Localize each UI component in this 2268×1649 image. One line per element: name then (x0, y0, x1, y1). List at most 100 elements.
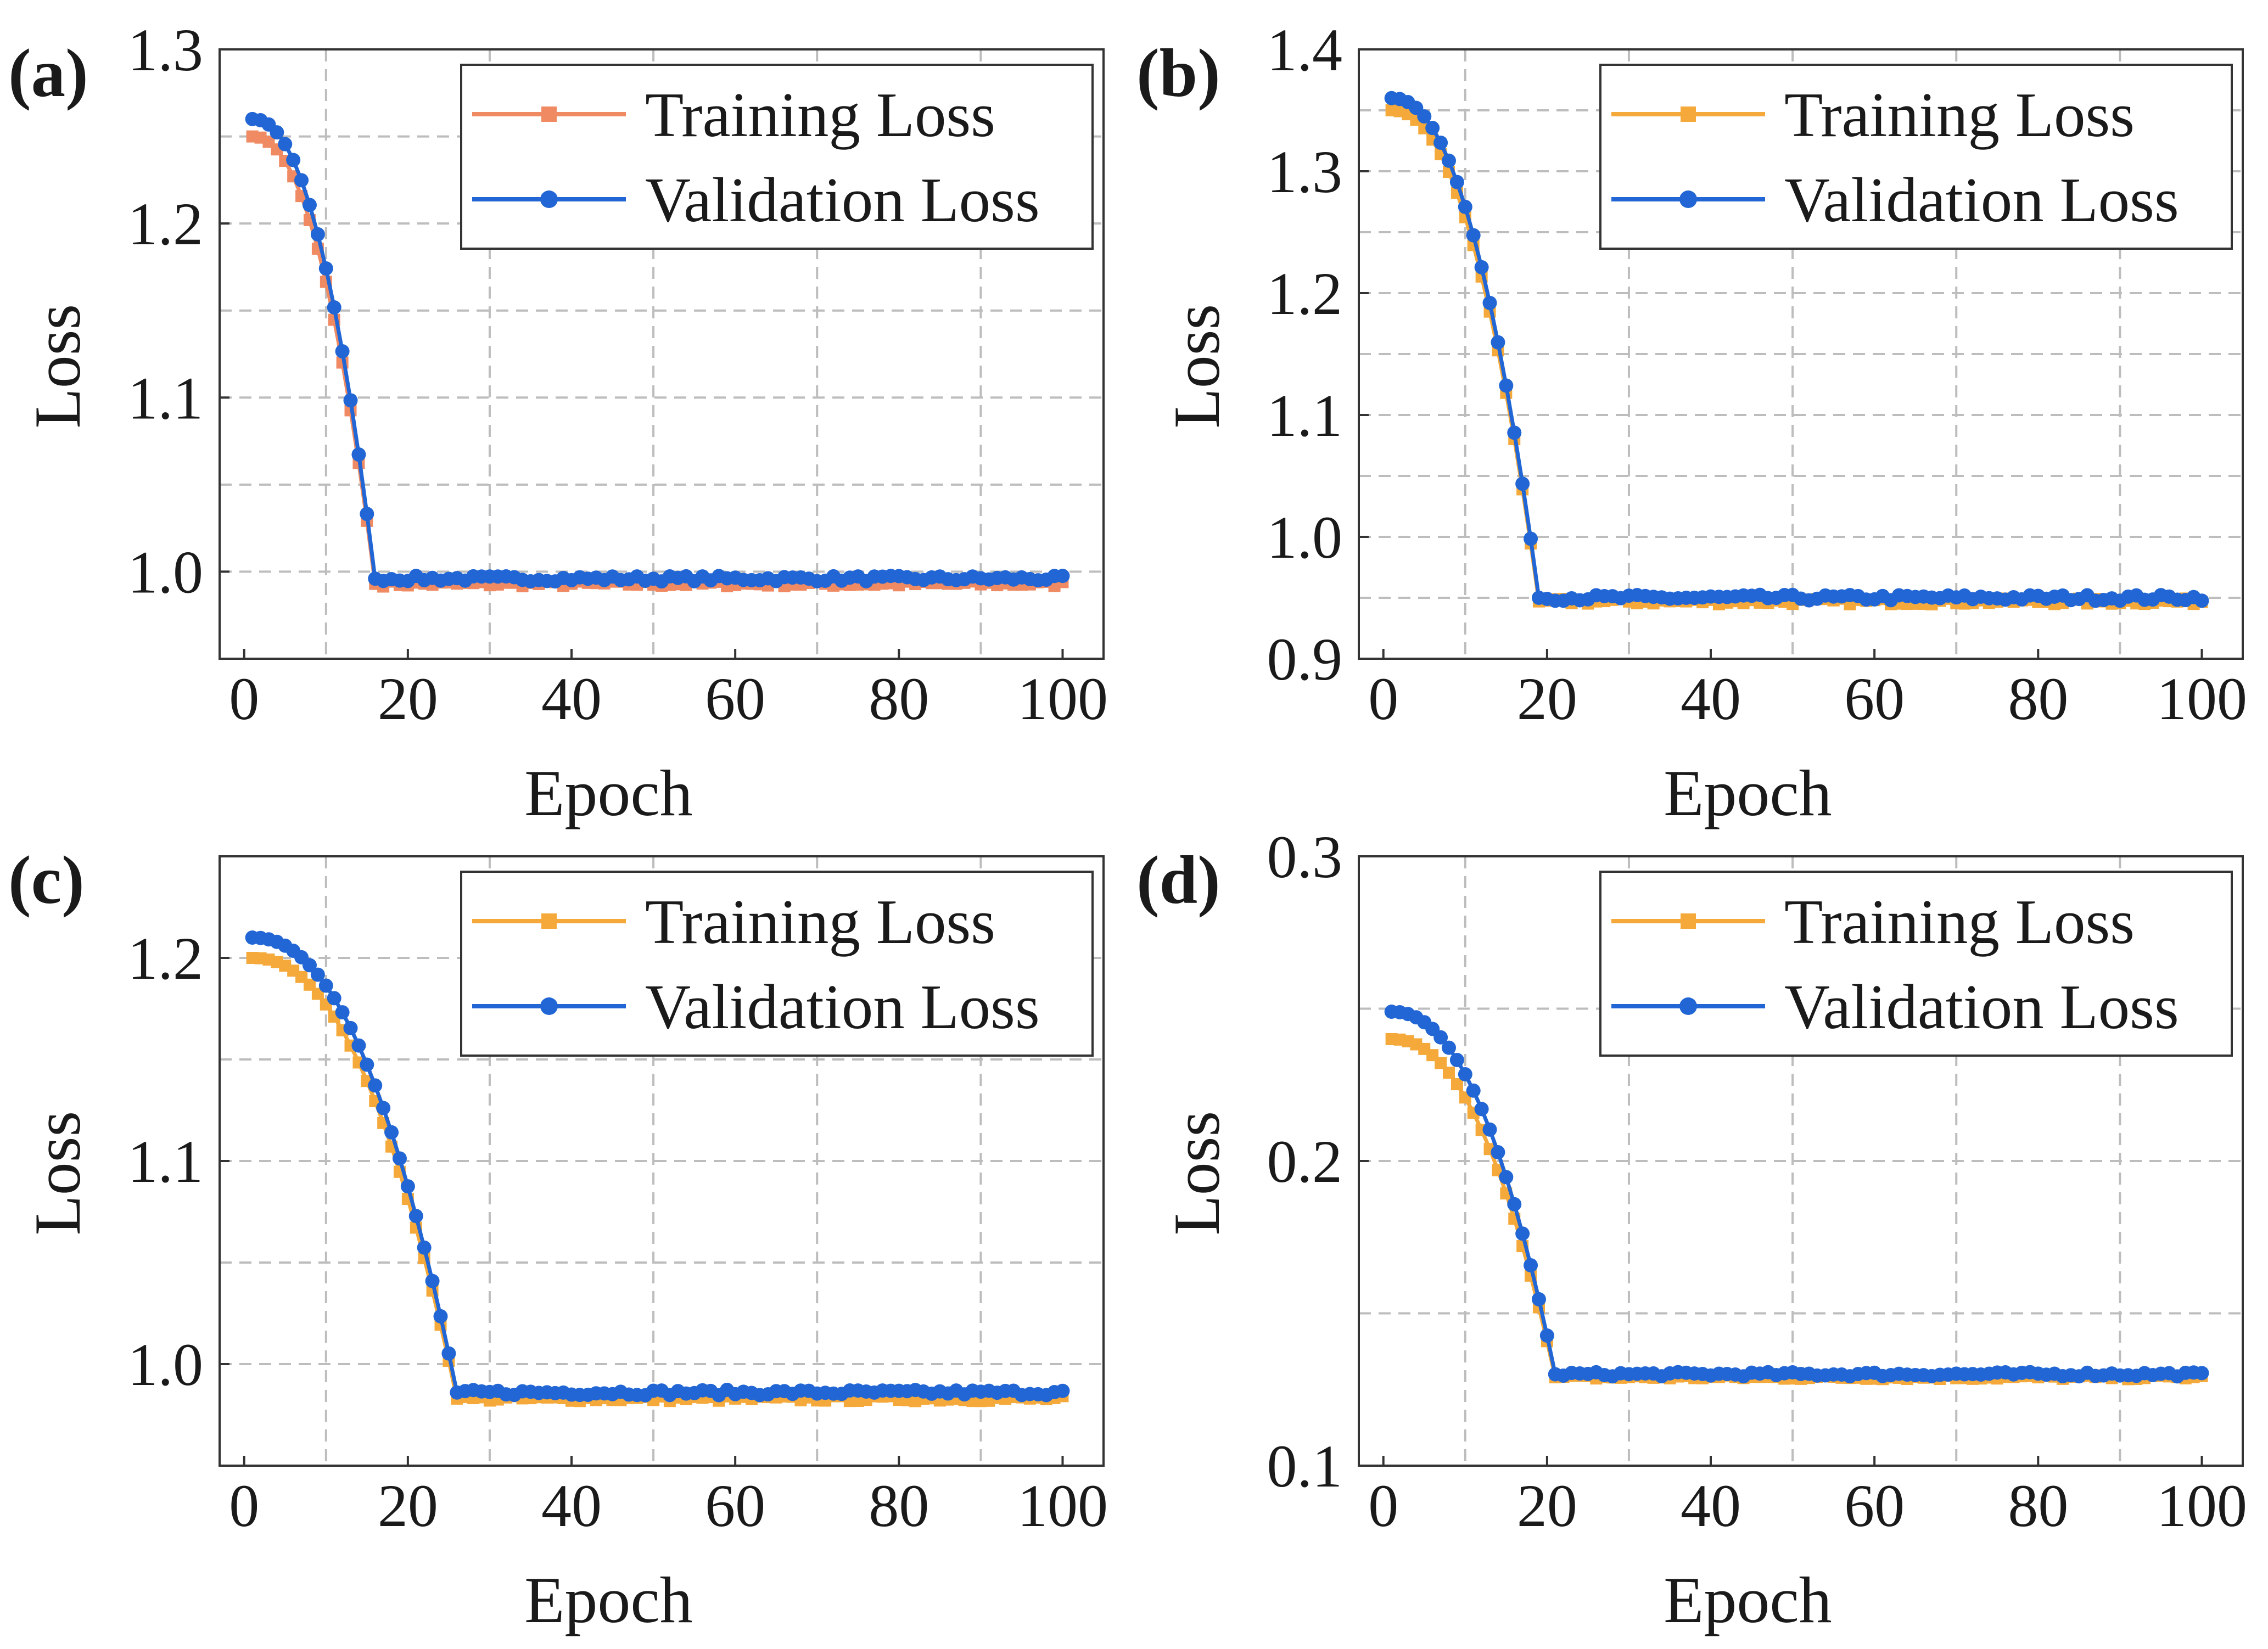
data-point-marker (1524, 1258, 1538, 1272)
x-tick-label: 20 (1517, 665, 1577, 732)
panel-label: (c) (8, 843, 85, 918)
legend-marker (1679, 190, 1697, 208)
legend: Training Loss Validation Loss (1599, 871, 2233, 1057)
x-tick-label: 20 (378, 1472, 438, 1539)
series-validation-loss (245, 111, 1070, 589)
data-point-marker (327, 991, 341, 1006)
x-tick-label: 60 (1844, 1472, 1905, 1539)
data-point-marker (1524, 531, 1538, 546)
chart-panel-b: 0 20 40 60 80 100 0.9 1.0 1.1 1.2 1.3 1.4 Epoch Loss (… (1136, 16, 2247, 829)
data-point-marker (1442, 1067, 1455, 1079)
y-tick-label: 1.4 (1267, 16, 1343, 83)
data-point-marker (1531, 1292, 1546, 1306)
data-point-marker (343, 393, 358, 408)
data-point-marker (1466, 228, 1481, 243)
data-point-marker (1539, 1328, 1554, 1343)
x-tick-label: 100 (1017, 1472, 1108, 1539)
data-point-marker (1055, 1383, 1070, 1398)
legend-marker (541, 106, 557, 122)
x-tick-label: 20 (378, 665, 438, 732)
legend-label: Training Loss (645, 887, 995, 957)
data-point-marker (1433, 1030, 1448, 1045)
y-tick-label: 1.3 (1267, 138, 1343, 205)
x-tick-label: 40 (541, 665, 602, 732)
y-tick-label: 1.1 (128, 364, 204, 431)
data-point-marker (351, 447, 366, 462)
legend-label: Validation Loss (645, 165, 1040, 235)
y-tick-label: 1.0 (128, 539, 204, 605)
y-tick-label: 1.2 (128, 190, 204, 257)
data-point-marker (1449, 175, 1464, 189)
data-point-marker (335, 344, 350, 359)
x-tick-label: 60 (705, 665, 765, 732)
data-point-marker (433, 1309, 448, 1323)
data-point-marker (1499, 1170, 1514, 1185)
legend-box (1599, 64, 2233, 250)
data-point-marker (1491, 1145, 1505, 1160)
legend-label: Training Loss (645, 80, 995, 150)
data-point-marker (1425, 121, 1440, 136)
legend-marker (1679, 997, 1697, 1015)
y-tick-label: 0.3 (1267, 823, 1343, 890)
series-validation-loss (245, 930, 1070, 1403)
data-point-marker (1507, 425, 1522, 440)
data-point-marker (302, 958, 317, 973)
chart-panel-c: 0 20 40 60 80 100 1.0 1.1 1.2 Epoch Loss (c) Trainin… (8, 843, 1108, 1636)
x-tick-label: 40 (1681, 665, 1741, 732)
data-point-marker (2194, 1366, 2209, 1381)
data-point-marker (2194, 593, 2209, 608)
data-point-marker (1449, 1053, 1464, 1068)
data-point-marker (335, 1005, 350, 1020)
data-point-marker (294, 173, 309, 188)
legend: Training Loss Validation Loss (460, 64, 1094, 250)
legend-marker (1681, 106, 1696, 122)
data-point-marker (270, 125, 284, 140)
y-tick-label: 1.0 (1267, 504, 1343, 571)
x-tick-label: 60 (705, 1472, 765, 1539)
y-axis-title: Loss (1160, 1111, 1233, 1236)
data-point-marker (318, 978, 333, 993)
x-tick-label: 100 (1017, 665, 1108, 732)
y-tick-label: 1.2 (1267, 260, 1343, 327)
y-tick-label: 0.1 (1267, 1433, 1343, 1500)
data-point-marker (1507, 1197, 1522, 1211)
y-tick-label: 0.9 (1267, 626, 1343, 693)
legend-marker (540, 190, 558, 208)
data-point-marker (1435, 1057, 1447, 1069)
x-tick-label: 40 (1681, 1472, 1741, 1539)
legend-box (460, 871, 1094, 1057)
series-validation-loss (1384, 1005, 2209, 1384)
data-point-marker (351, 1038, 366, 1053)
x-axis-title: Epoch (1664, 756, 1832, 829)
data-point-marker (384, 1125, 399, 1140)
x-tick-label: 80 (869, 665, 929, 732)
data-point-marker (311, 988, 324, 1000)
data-point-marker (417, 1240, 432, 1255)
legend-label: Training Loss (1784, 887, 2135, 957)
data-point-marker (392, 1151, 407, 1166)
y-tick-label: 1.1 (128, 1128, 204, 1195)
x-tick-label: 0 (1368, 1472, 1398, 1539)
legend-label: Validation Loss (1784, 165, 2179, 235)
data-point-marker (400, 1179, 415, 1194)
data-point-marker (286, 153, 301, 167)
data-point-marker (368, 1078, 383, 1093)
data-point-marker (1466, 1083, 1481, 1098)
data-point-marker (441, 1346, 456, 1361)
x-tick-label: 80 (869, 1472, 929, 1539)
legend-marker (540, 997, 558, 1015)
x-tick-label: 0 (1368, 665, 1398, 732)
data-point-marker (278, 137, 293, 152)
x-tick-label: 80 (2008, 665, 2068, 732)
legend-box (460, 64, 1094, 250)
x-axis-title: Epoch (1664, 1563, 1832, 1636)
series-validation-loss (1384, 91, 2209, 608)
data-point-marker (1499, 378, 1514, 393)
data-point-marker (310, 967, 325, 982)
legend-marker (1681, 913, 1696, 929)
panel-label: (a) (8, 36, 88, 111)
data-point-marker (408, 1209, 423, 1224)
axes-frame (1358, 48, 2244, 660)
data-point-marker (425, 1274, 440, 1288)
